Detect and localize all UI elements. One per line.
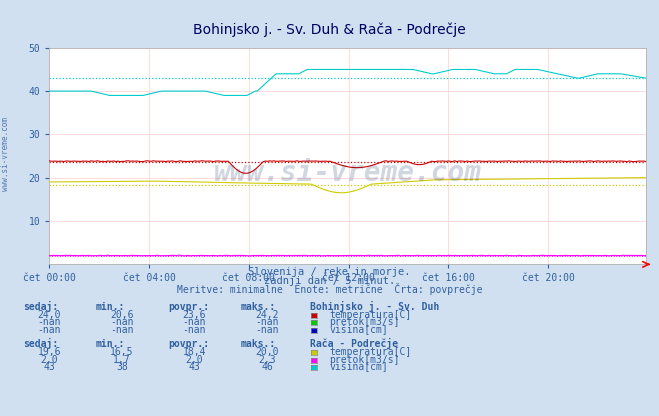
Text: 43: 43 [188,362,200,372]
Text: -nan: -nan [255,317,279,327]
Text: višina[cm]: višina[cm] [330,324,388,335]
Text: 2,0: 2,0 [186,355,203,365]
Text: 20,0: 20,0 [255,347,279,357]
Text: 20,6: 20,6 [110,310,134,320]
Text: sedaj:: sedaj: [23,301,58,312]
Text: Bohinjsko j. - Sv. Duh & Rača - Podrečje: Bohinjsko j. - Sv. Duh & Rača - Podrečje [193,23,466,37]
Text: -nan: -nan [110,325,134,335]
Text: Bohinjsko j. - Sv. Duh: Bohinjsko j. - Sv. Duh [310,301,439,312]
Text: -nan: -nan [38,317,61,327]
Text: 46: 46 [261,362,273,372]
Text: 24,2: 24,2 [255,310,279,320]
Text: maks.:: maks.: [241,339,275,349]
Text: maks.:: maks.: [241,302,275,312]
Text: 38: 38 [116,362,128,372]
Text: 2,0: 2,0 [41,355,58,365]
Text: 43: 43 [43,362,55,372]
Text: 16,5: 16,5 [110,347,134,357]
Text: www.si-vreme.com: www.si-vreme.com [1,117,10,191]
Text: -nan: -nan [38,325,61,335]
Text: -nan: -nan [255,325,279,335]
Text: 24,0: 24,0 [38,310,61,320]
Text: -nan: -nan [183,325,206,335]
Text: povpr.:: povpr.: [168,302,209,312]
Text: 1,7: 1,7 [113,355,130,365]
Text: 23,6: 23,6 [183,310,206,320]
Text: pretok[m3/s]: pretok[m3/s] [330,317,400,327]
Text: 18,4: 18,4 [183,347,206,357]
Text: sedaj:: sedaj: [23,338,58,349]
Text: temperatura[C]: temperatura[C] [330,347,412,357]
Text: Meritve: minimalne  Enote: metrične  Črta: povprečje: Meritve: minimalne Enote: metrične Črta:… [177,283,482,295]
Text: -nan: -nan [110,317,134,327]
Text: povpr.:: povpr.: [168,339,209,349]
Text: 19,6: 19,6 [38,347,61,357]
Text: 2,3: 2,3 [258,355,275,365]
Text: -nan: -nan [183,317,206,327]
Text: www.si-vreme.com: www.si-vreme.com [214,159,482,187]
Text: višina[cm]: višina[cm] [330,362,388,372]
Text: Rača - Podrečje: Rača - Podrečje [310,338,398,349]
Text: temperatura[C]: temperatura[C] [330,310,412,320]
Text: zadnji dan / 5 minut.: zadnji dan / 5 minut. [264,276,395,286]
Text: min.:: min.: [96,339,125,349]
Text: pretok[m3/s]: pretok[m3/s] [330,355,400,365]
Text: Slovenija / reke in morje.: Slovenija / reke in morje. [248,267,411,277]
Text: min.:: min.: [96,302,125,312]
